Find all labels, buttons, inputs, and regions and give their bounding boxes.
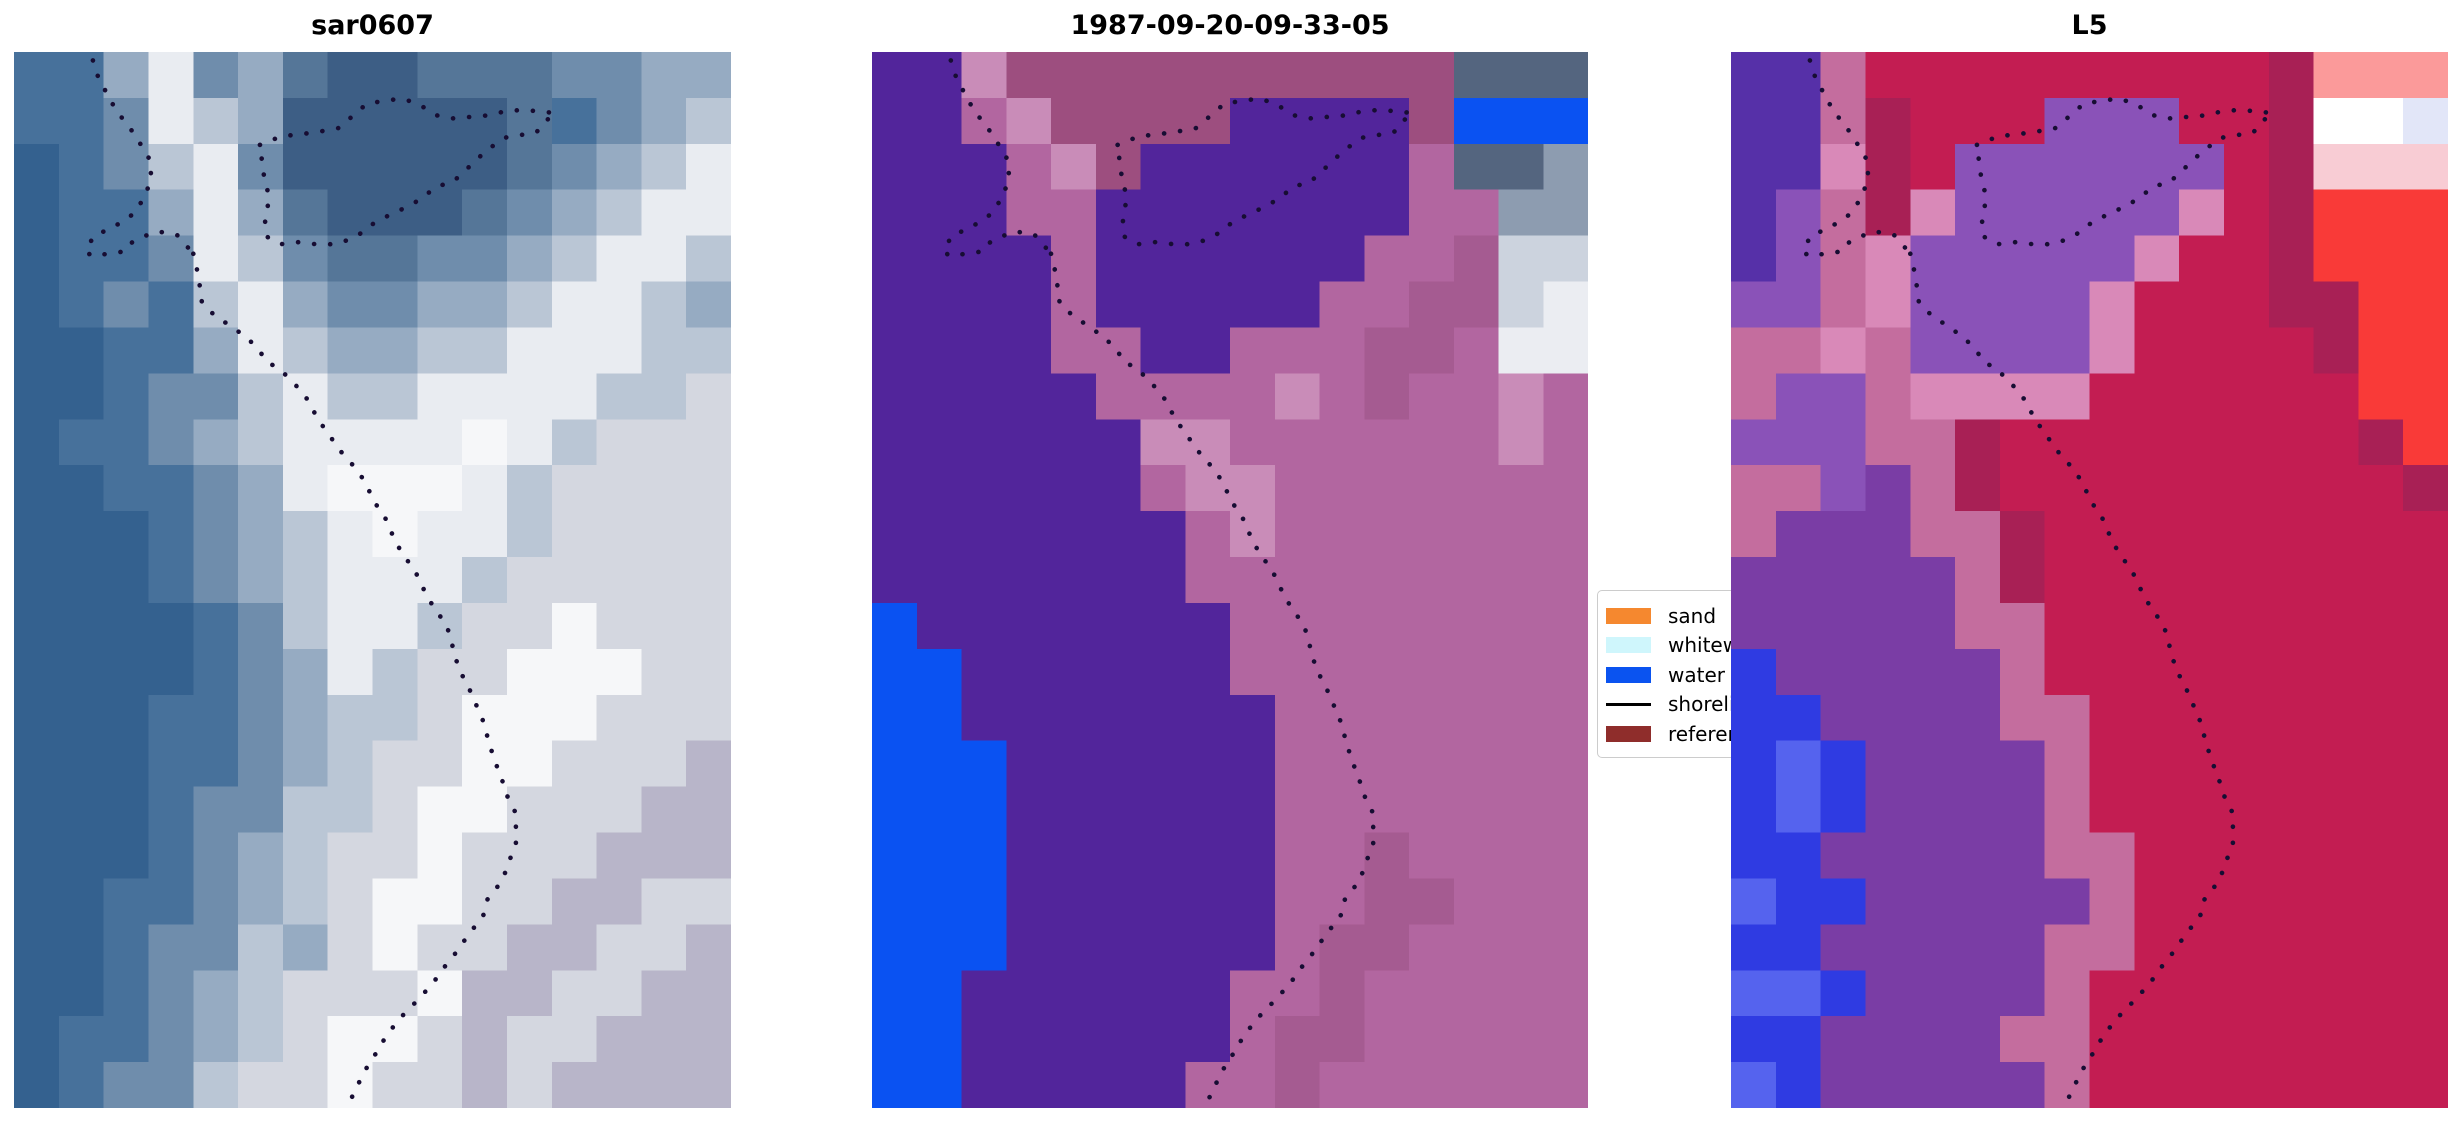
legend-label-sand: sand (1668, 603, 1717, 628)
detected-shoreline-main (1908, 251, 2236, 1108)
shoreline-contour-overlay (83, 58, 558, 1108)
panel-title-sar0607: sar0607 (311, 10, 434, 41)
legend-line-shoreline (1606, 702, 1651, 706)
sar-image-canvas (14, 52, 731, 1108)
classified-image-canvas (872, 52, 1588, 1108)
shoreline-contour-overlay (1800, 58, 2275, 1108)
panel-sar0607 (14, 52, 731, 1108)
detected-shoreline-lagoon (1974, 96, 2275, 247)
detected-shoreline-main (191, 251, 519, 1108)
legend-swatch-whitewater (1606, 637, 1651, 654)
panel-title-l5: L5 (2071, 10, 2108, 41)
detected-shoreline-lagoon (257, 96, 558, 247)
panel-classified-1987-09-20 (872, 52, 1588, 1108)
panel-title-date: 1987-09-20-09-33-05 (1070, 10, 1390, 41)
detected-shoreline-spit (941, 58, 1054, 259)
legend-label-water: water (1668, 662, 1725, 687)
legend-entry-water: water (1606, 660, 1852, 690)
detected-shoreline-spit (1800, 58, 1913, 259)
l5-image-canvas (1731, 52, 2448, 1108)
legend-swatch-water (1606, 666, 1651, 683)
shoreline-contour-overlay (941, 58, 1415, 1108)
legend-swatch-sand (1606, 607, 1651, 624)
legend-entry-sand: sand (1606, 601, 1852, 631)
detected-shoreline-main (1048, 251, 1376, 1108)
panel-l5 (1731, 52, 2448, 1108)
detected-shoreline-lagoon (1115, 96, 1415, 247)
detected-shoreline-spit (83, 58, 196, 259)
legend-swatch-reference (1606, 725, 1651, 742)
